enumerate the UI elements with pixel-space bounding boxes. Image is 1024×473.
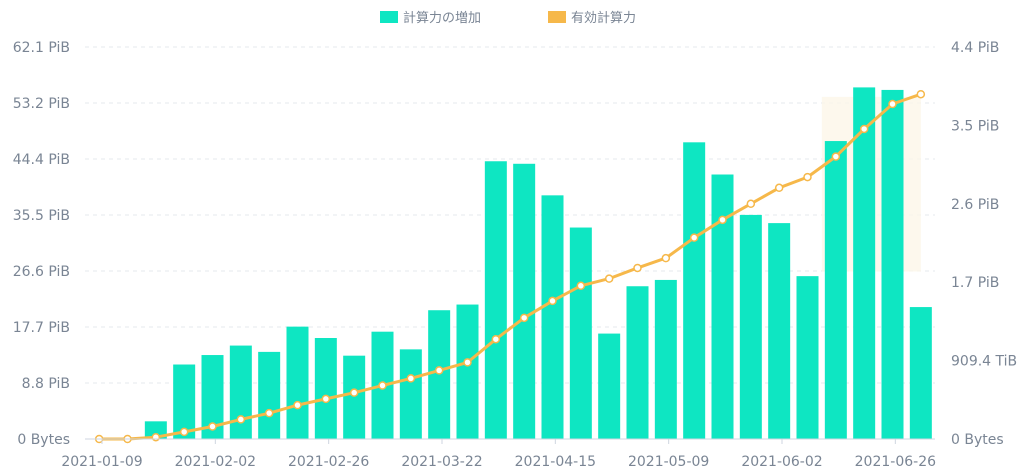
bar — [456, 304, 479, 439]
line-point — [859, 124, 869, 134]
y-right-tick-label: 909.4 TiB — [951, 354, 1017, 370]
line-point — [548, 296, 557, 306]
bar — [343, 355, 366, 439]
line-point — [463, 358, 472, 367]
line-point — [689, 233, 699, 242]
line-point — [519, 313, 529, 323]
axes: 0 Bytes 8.8 PiB 17.7 PiB 26.6 PiB 35.5 PiB 44… — [13, 40, 1017, 470]
legend-swatch — [380, 11, 398, 23]
line-point — [576, 281, 586, 291]
y-left-tick-label: 8.8 PiB — [22, 376, 70, 392]
bar — [541, 195, 564, 439]
line-point — [774, 183, 784, 193]
legend-swatch — [548, 11, 566, 23]
line-point — [293, 400, 302, 410]
line-path — [97, 92, 923, 441]
y-right-tick-label: 1.7 PiB — [951, 275, 999, 291]
x-tick-label: 2021-06-02 — [741, 454, 822, 470]
line-point — [208, 422, 217, 431]
x-tick-label: 2021-03-22 — [401, 454, 482, 470]
line-point — [718, 215, 727, 225]
bar — [513, 163, 536, 439]
line-point — [151, 432, 161, 442]
bar — [824, 141, 847, 439]
y-left-tick-label: 44.4 PiB — [13, 152, 70, 168]
x-tick-label: 2021-04-15 — [515, 454, 596, 470]
line-point — [236, 415, 246, 424]
line-point — [264, 408, 274, 418]
y-right-tick-label: 2.6 PiB — [951, 197, 999, 213]
y-left-tick-label: 26.6 PiB — [13, 264, 70, 280]
bar — [399, 349, 422, 439]
bar — [286, 326, 309, 439]
bar — [201, 355, 224, 439]
bar — [598, 333, 621, 439]
bar-series — [144, 87, 932, 439]
line-point — [661, 253, 671, 263]
bar — [683, 142, 706, 439]
x-tick-label: 2021-06-26 — [855, 454, 936, 470]
line-series — [94, 89, 926, 444]
y-right-tick-label: 0 Bytes — [951, 432, 1004, 448]
bar — [569, 227, 592, 439]
y-left-tick-label: 0 Bytes — [17, 432, 70, 448]
bar — [173, 364, 196, 439]
line-point — [406, 374, 416, 383]
line-point — [434, 366, 444, 375]
x-tick-label: 2021-01-09 — [61, 454, 142, 470]
line-point — [321, 394, 331, 404]
line-point — [803, 172, 812, 182]
line-point — [831, 152, 841, 161]
x-tick-label: 2021-02-02 — [175, 454, 256, 470]
line-point — [491, 334, 501, 344]
line-point — [349, 388, 359, 397]
line-point — [746, 199, 756, 209]
line-point — [604, 274, 614, 283]
y-left-tick-label: 17.7 PiB — [13, 320, 70, 336]
bar — [711, 174, 734, 439]
y-right-tick-label: 3.5 PiB — [951, 118, 999, 134]
line-point — [378, 381, 387, 390]
legend-label: 計算力の増加 — [403, 10, 481, 26]
bar — [258, 351, 281, 439]
bar — [768, 223, 791, 439]
bar — [853, 87, 876, 439]
legend-label: 有効計算力 — [571, 10, 636, 26]
bar — [229, 345, 252, 439]
bar — [654, 279, 677, 439]
bar — [881, 89, 904, 439]
y-left-tick-label: 62.1 PiB — [13, 40, 70, 56]
legend: 計算力の増加 有効計算力 — [380, 10, 636, 26]
legend-item: 有効計算力 — [548, 10, 636, 26]
bar — [484, 161, 507, 439]
line-point — [179, 427, 189, 437]
bar — [144, 421, 167, 439]
bar — [314, 338, 337, 439]
y-right-tick-label: 4.4 PiB — [951, 40, 999, 56]
x-tick-label: 2021-02-26 — [288, 454, 369, 470]
x-tick-label: 2021-05-09 — [628, 454, 709, 470]
bar — [626, 286, 649, 439]
line-point — [633, 263, 642, 273]
y-left-tick-label: 53.2 PiB — [13, 96, 70, 112]
bar — [909, 307, 932, 439]
line-point — [888, 99, 897, 109]
y-left-tick-label: 35.5 PiB — [13, 208, 70, 224]
legend-item: 計算力の増加 — [380, 10, 481, 26]
bar — [739, 214, 762, 439]
line-point — [916, 89, 926, 99]
bar — [796, 276, 819, 439]
